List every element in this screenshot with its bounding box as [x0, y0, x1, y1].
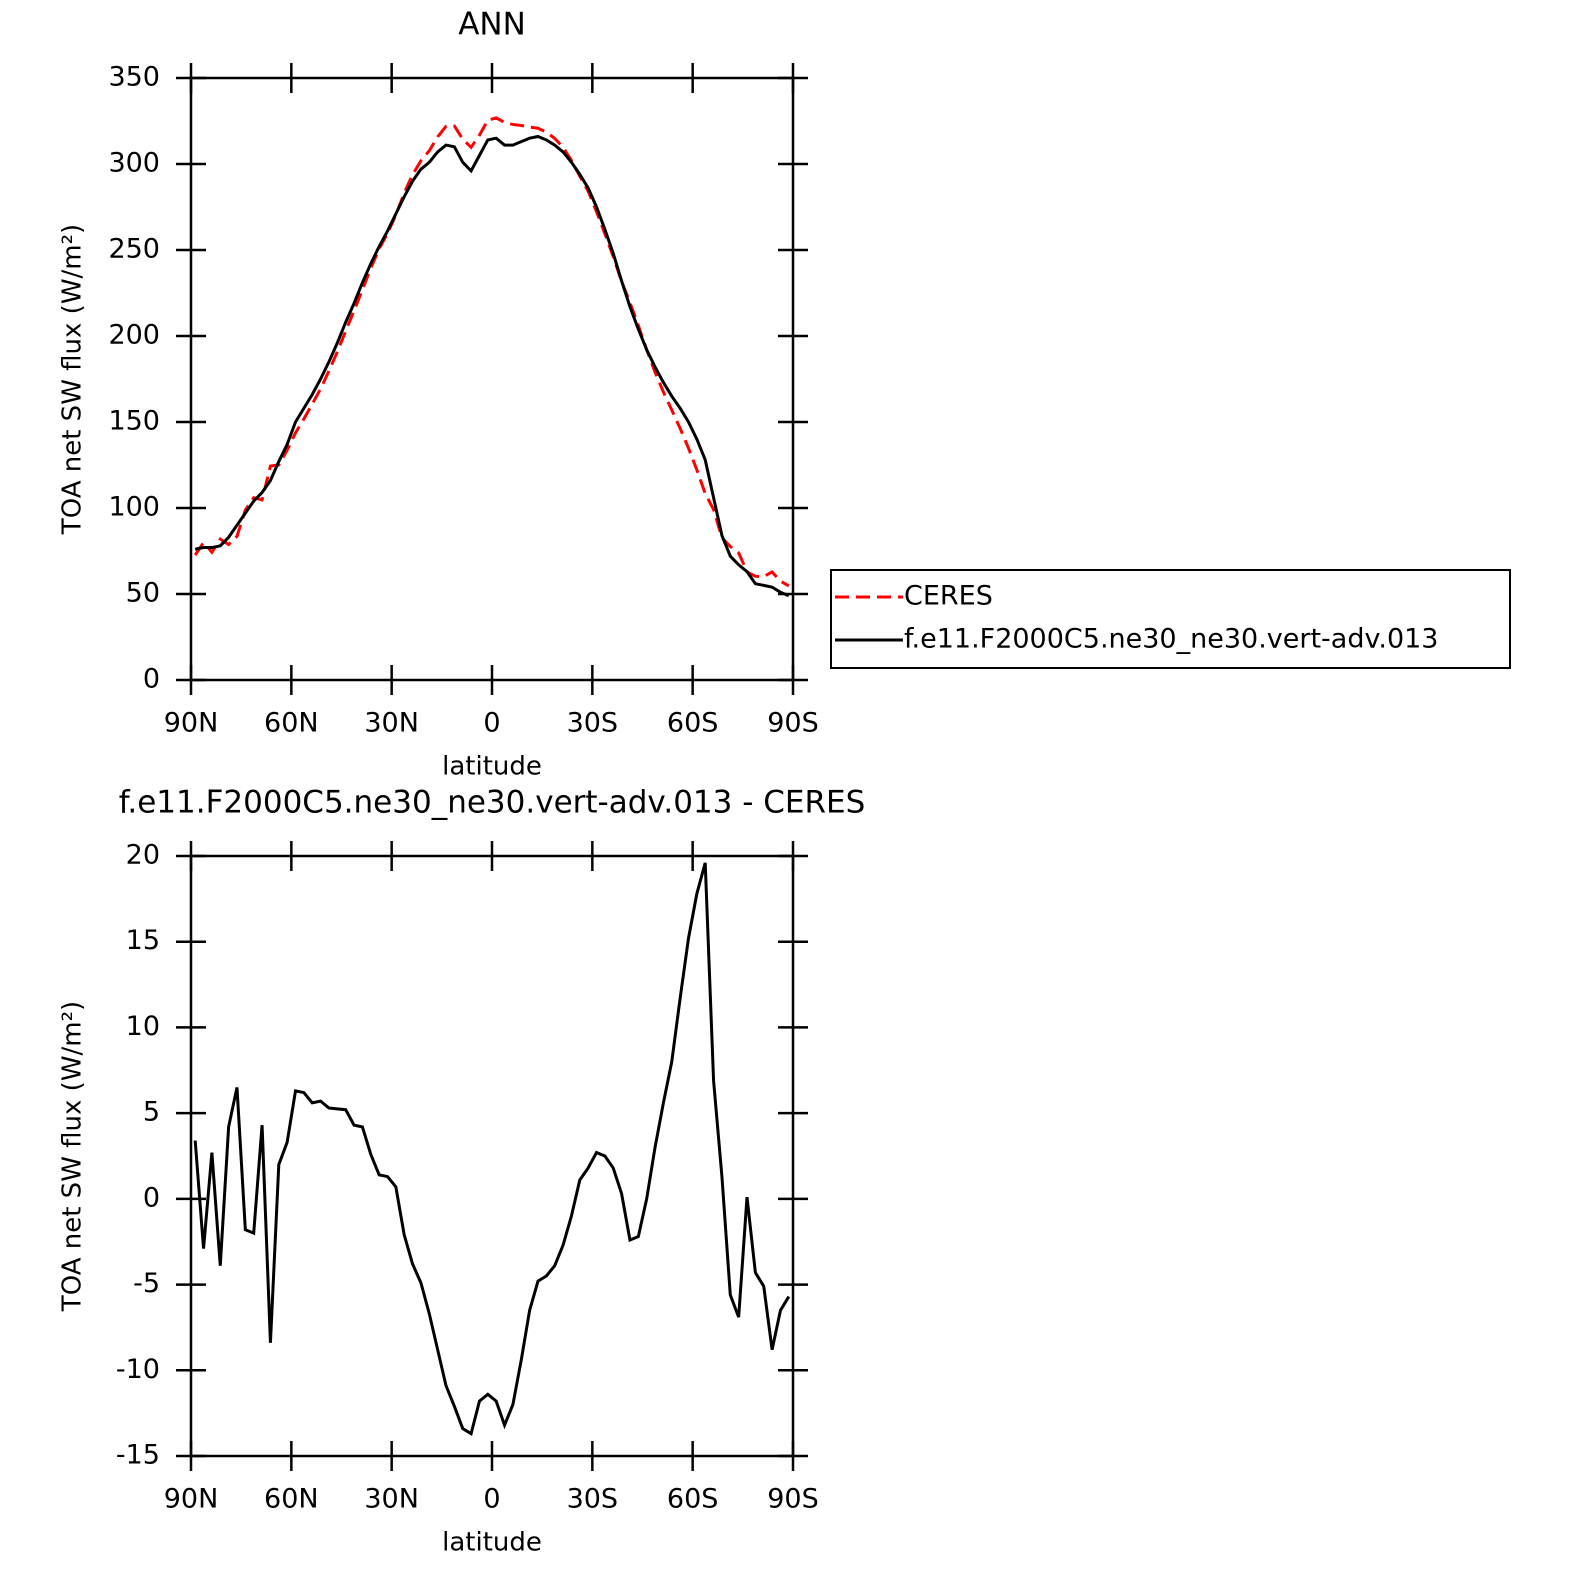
y-tick-label: 150 — [108, 406, 160, 437]
x-tick-label: 90N — [164, 708, 219, 739]
y-tick-label: 20 — [126, 840, 160, 871]
y-tick-label: -15 — [116, 1440, 160, 1471]
x-tick-label: 90S — [767, 1484, 819, 1515]
y-tick-label: 0 — [143, 1182, 160, 1213]
plot-frame — [189, 76, 795, 682]
x-tick-label: 30N — [364, 708, 419, 739]
x-tick-label: 60S — [667, 1484, 719, 1515]
x-tick-label: 30N — [364, 1484, 419, 1515]
chart-title: f.e11.F2000C5.ne30_ne30.vert-adv.013 - C… — [119, 785, 866, 821]
y-tick-label: -10 — [116, 1354, 160, 1385]
x-axis-label: latitude — [442, 1528, 542, 1558]
y-tick-label: 50 — [126, 578, 160, 609]
y-tick-label: 250 — [108, 234, 160, 265]
x-tick-label: 0 — [483, 708, 500, 739]
data-line — [194, 134, 790, 598]
y-tick-label: 15 — [126, 925, 160, 956]
y-tick-label: 350 — [108, 62, 160, 93]
chart-title: ANN — [458, 7, 526, 43]
y-axis-label: TOA net SW flux (W/m²) — [58, 1001, 88, 1312]
x-tick-label: 90N — [164, 1484, 219, 1515]
y-tick-label: 5 — [143, 1097, 160, 1128]
legend-box — [830, 569, 1511, 669]
x-axis-label: latitude — [442, 752, 542, 782]
legend-label: f.e11.F2000C5.ne30_ne30.vert-adv.013 — [904, 624, 1438, 655]
y-tick-label: 100 — [108, 492, 160, 523]
data-line — [193, 862, 791, 1437]
x-tick-label: 60S — [667, 708, 719, 739]
x-tick-label: 30S — [567, 1484, 619, 1515]
x-tick-label: 60N — [264, 1484, 319, 1515]
x-tick-label: 60N — [264, 708, 319, 739]
y-axis-label: TOA net SW flux (W/m²) — [58, 224, 88, 535]
data-line — [193, 116, 790, 588]
x-tick-label: 90S — [767, 708, 819, 739]
y-tick-label: 10 — [126, 1011, 160, 1042]
y-tick-label: -5 — [133, 1268, 160, 1299]
legend-label: CERES — [904, 581, 993, 612]
y-tick-label: 300 — [108, 148, 160, 179]
x-tick-label: 0 — [483, 1484, 500, 1515]
y-tick-label: 200 — [108, 320, 160, 351]
x-tick-label: 30S — [567, 708, 619, 739]
y-tick-label: 0 — [143, 664, 160, 695]
